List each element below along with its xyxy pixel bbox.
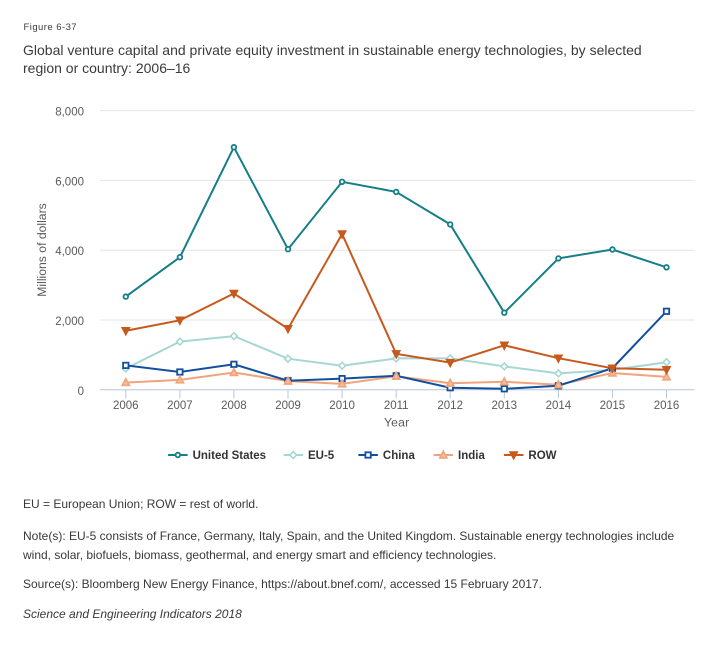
svg-text:2013: 2013 — [492, 400, 518, 412]
svg-text:6,000: 6,000 — [55, 176, 84, 188]
svg-text:0: 0 — [78, 386, 84, 398]
svg-text:8,000: 8,000 — [55, 107, 84, 119]
svg-text:2015: 2015 — [600, 400, 626, 412]
svg-text:2007: 2007 — [167, 400, 193, 412]
svg-text:2011: 2011 — [384, 400, 409, 412]
svg-text:2010: 2010 — [329, 400, 355, 412]
svg-text:Year: Year — [384, 415, 409, 429]
svg-text:Millions of dollars: Millions of dollars — [35, 203, 49, 296]
svg-text:United States: United States — [193, 450, 267, 462]
svg-text:2,000: 2,000 — [55, 316, 84, 328]
svg-text:India: India — [458, 450, 485, 462]
svg-text:4,000: 4,000 — [55, 246, 84, 258]
svg-text:China: China — [383, 450, 416, 462]
svg-text:2009: 2009 — [275, 400, 301, 412]
svg-text:2008: 2008 — [221, 400, 247, 412]
svg-text:ROW: ROW — [528, 450, 556, 462]
svg-text:2014: 2014 — [546, 400, 572, 412]
svg-text:2012: 2012 — [437, 400, 463, 412]
svg-text:2016: 2016 — [654, 400, 680, 412]
svg-text:EU-5: EU-5 — [308, 450, 335, 462]
svg-text:2006: 2006 — [113, 400, 139, 412]
